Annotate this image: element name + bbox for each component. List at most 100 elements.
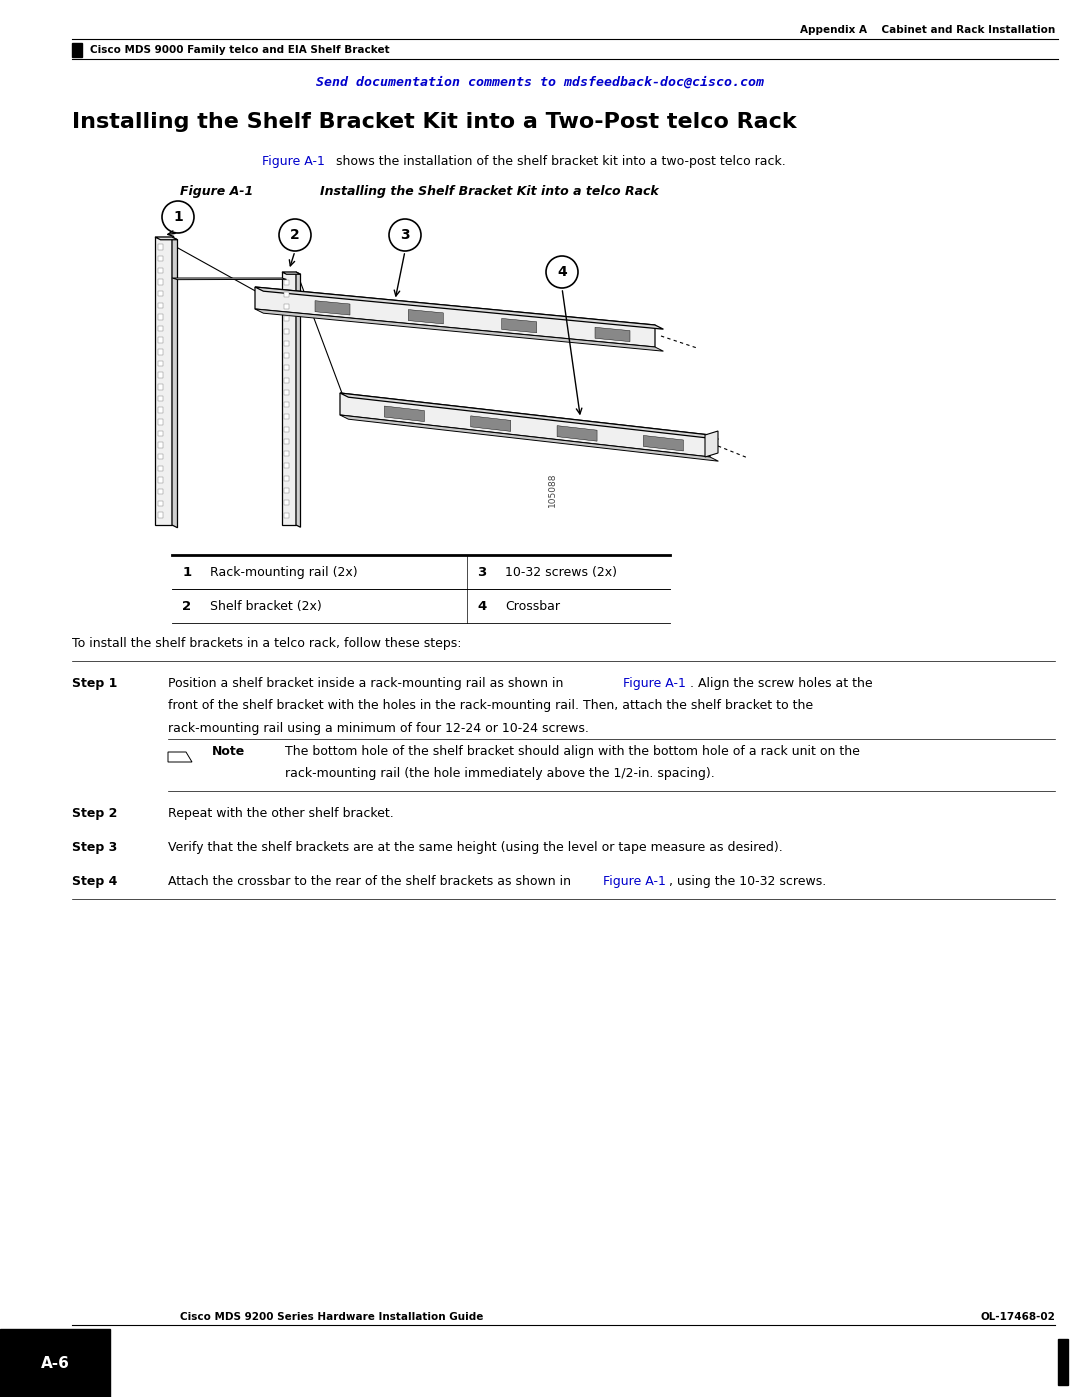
Bar — [158, 279, 163, 285]
Polygon shape — [255, 309, 663, 351]
Bar — [72, 43, 82, 57]
Circle shape — [546, 256, 578, 288]
Text: 2: 2 — [183, 599, 191, 612]
Bar — [158, 244, 163, 250]
Bar — [284, 390, 288, 395]
Bar — [158, 349, 163, 355]
Bar — [158, 408, 163, 414]
Text: Send documentation comments to mdsfeedback-doc@cisco.com: Send documentation comments to mdsfeedba… — [316, 75, 764, 88]
Text: Installing the Shelf Bracket Kit into a telco Rack: Installing the Shelf Bracket Kit into a … — [320, 184, 659, 198]
Text: Attach the crossbar to the rear of the shelf brackets as shown in: Attach the crossbar to the rear of the s… — [168, 875, 575, 888]
Text: Repeat with the other shelf bracket.: Repeat with the other shelf bracket. — [168, 807, 394, 820]
Polygon shape — [172, 278, 286, 279]
Text: Cisco MDS 9200 Series Hardware Installation Guide: Cisco MDS 9200 Series Hardware Installat… — [180, 1312, 484, 1322]
Text: A-6: A-6 — [41, 1355, 69, 1370]
Text: shows the installation of the shelf bracket kit into a two-post telco rack.: shows the installation of the shelf brac… — [332, 155, 786, 168]
Text: 1: 1 — [183, 566, 191, 578]
Text: Step 3: Step 3 — [72, 841, 118, 854]
Bar — [158, 430, 163, 436]
Bar — [158, 513, 163, 518]
Text: 10-32 screws (2x): 10-32 screws (2x) — [505, 566, 617, 578]
Text: 4: 4 — [557, 265, 567, 279]
Text: Rack-mounting rail (2x): Rack-mounting rail (2x) — [210, 566, 357, 578]
Text: . Align the screw holes at the: . Align the screw holes at the — [690, 678, 873, 690]
Bar — [284, 316, 288, 321]
Bar — [158, 338, 163, 344]
Bar — [284, 426, 288, 432]
Circle shape — [162, 201, 194, 233]
Bar — [284, 464, 288, 468]
Text: OL-17468-02: OL-17468-02 — [981, 1312, 1055, 1322]
Bar — [158, 395, 163, 401]
Bar — [158, 500, 163, 506]
Text: Installing the Shelf Bracket Kit into a Two-Post telco Rack: Installing the Shelf Bracket Kit into a … — [72, 112, 797, 131]
Polygon shape — [315, 300, 350, 316]
Text: rack-mounting rail (the hole immediately above the 1/2-in. spacing).: rack-mounting rail (the hole immediately… — [285, 767, 715, 780]
Text: 3: 3 — [401, 228, 409, 242]
Text: Position a shelf bracket inside a rack-mounting rail as shown in: Position a shelf bracket inside a rack-m… — [168, 678, 567, 690]
Bar — [158, 314, 163, 320]
Bar — [282, 272, 296, 525]
Text: Appendix A    Cabinet and Rack Installation: Appendix A Cabinet and Rack Installation — [800, 25, 1055, 35]
Bar — [0, 1329, 110, 1397]
Polygon shape — [340, 393, 718, 439]
Text: 4: 4 — [477, 599, 487, 612]
Bar — [284, 341, 288, 346]
Bar — [158, 373, 163, 379]
Bar — [158, 419, 163, 425]
Polygon shape — [644, 436, 684, 451]
Bar — [284, 488, 288, 493]
Bar — [284, 377, 288, 383]
Text: Figure A-1: Figure A-1 — [623, 678, 686, 690]
Bar — [284, 366, 288, 370]
Polygon shape — [408, 310, 443, 324]
Bar — [284, 415, 288, 419]
Text: Note: Note — [212, 745, 245, 759]
Bar — [158, 478, 163, 483]
Polygon shape — [282, 272, 300, 274]
Bar — [1058, 1338, 1068, 1384]
Bar — [158, 326, 163, 331]
Text: Figure A-1: Figure A-1 — [262, 155, 325, 168]
Text: 105088: 105088 — [548, 472, 556, 507]
Bar — [284, 439, 288, 444]
Polygon shape — [340, 393, 710, 457]
Polygon shape — [172, 237, 177, 528]
Text: Cisco MDS 9000 Family telco and EIA Shelf Bracket: Cisco MDS 9000 Family telco and EIA Shel… — [90, 45, 390, 54]
Text: Step 1: Step 1 — [72, 678, 118, 690]
Circle shape — [279, 219, 311, 251]
Bar — [284, 279, 288, 285]
Bar — [158, 291, 163, 296]
Bar — [158, 454, 163, 460]
Bar — [158, 360, 163, 366]
Bar — [156, 237, 172, 525]
Polygon shape — [296, 272, 300, 527]
Text: 1: 1 — [173, 210, 183, 224]
Bar — [284, 353, 288, 358]
Bar — [158, 465, 163, 471]
Text: Crossbar: Crossbar — [505, 599, 561, 612]
Polygon shape — [557, 426, 597, 441]
Bar — [158, 256, 163, 261]
Text: rack-mounting rail using a minimum of four 12-24 or 10-24 screws.: rack-mounting rail using a minimum of fo… — [168, 722, 589, 735]
Text: Figure A-1: Figure A-1 — [603, 875, 666, 888]
Polygon shape — [384, 407, 424, 422]
Bar — [158, 489, 163, 495]
Polygon shape — [705, 432, 718, 457]
Text: , using the 10-32 screws.: , using the 10-32 screws. — [669, 875, 826, 888]
Bar — [158, 268, 163, 272]
Bar — [158, 443, 163, 448]
Polygon shape — [168, 752, 192, 761]
Bar — [284, 305, 288, 309]
Text: Verify that the shelf brackets are at the same height (using the level or tape m: Verify that the shelf brackets are at th… — [168, 841, 783, 854]
Bar — [158, 384, 163, 390]
Bar — [158, 303, 163, 307]
Bar — [284, 451, 288, 457]
Bar — [284, 500, 288, 506]
Text: front of the shelf bracket with the holes in the rack-mounting rail. Then, attac: front of the shelf bracket with the hole… — [168, 700, 813, 712]
Text: To install the shelf brackets in a telco rack, follow these steps:: To install the shelf brackets in a telco… — [72, 637, 461, 650]
Text: Step 4: Step 4 — [72, 875, 118, 888]
Bar — [284, 292, 288, 296]
Bar — [284, 328, 288, 334]
Bar — [284, 513, 288, 517]
